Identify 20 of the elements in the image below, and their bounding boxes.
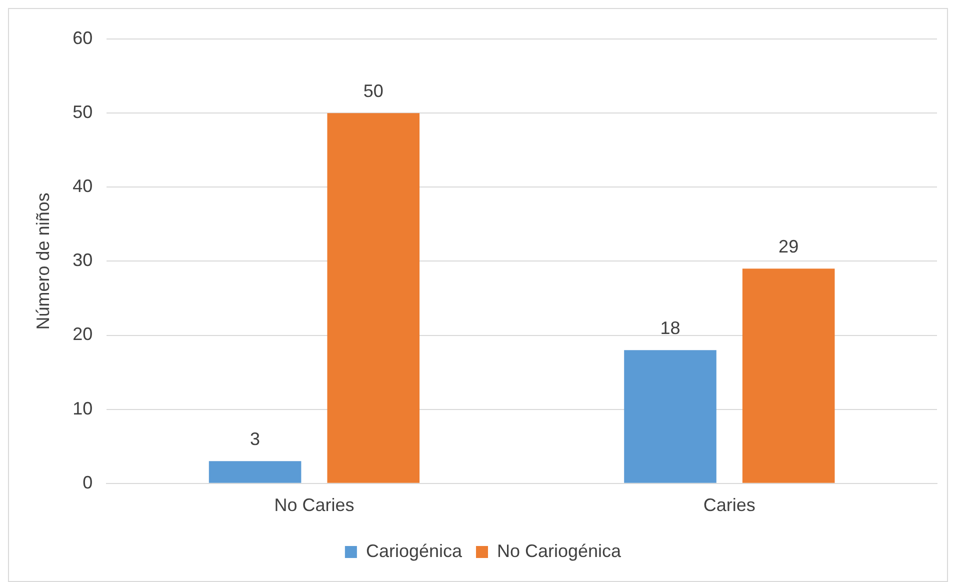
data-label: 3 [250, 429, 260, 450]
x-tick-label: No Caries [274, 495, 354, 516]
x-tick-label: Caries [703, 495, 756, 516]
legend-label: Cariogénica [366, 540, 463, 561]
y-tick-label: 10 [72, 398, 93, 418]
data-label: 29 [778, 236, 799, 257]
y-tick-label: 60 [72, 28, 93, 48]
bar [742, 268, 835, 483]
y-tick-label: 20 [72, 324, 93, 344]
legend-label: No Cariogénica [496, 540, 622, 561]
bar [208, 461, 302, 483]
y-axis-title: Número de niños [32, 192, 53, 330]
y-tick-label: 30 [72, 250, 93, 270]
data-label: 50 [363, 81, 384, 102]
bar [624, 350, 716, 483]
y-tick-label: 0 [82, 472, 93, 492]
data-label: 18 [660, 318, 680, 338]
y-tick-label: 50 [72, 102, 93, 122]
bar [327, 113, 420, 483]
y-tick-label: 40 [72, 176, 93, 196]
